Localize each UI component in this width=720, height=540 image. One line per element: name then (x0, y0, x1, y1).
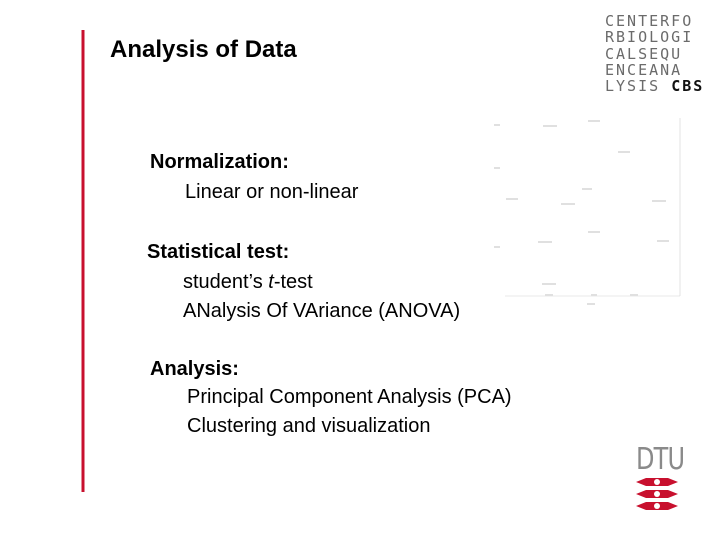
text-run: -test (273, 271, 313, 293)
section-heading: Analysis: (150, 358, 239, 380)
logo-line: CALSEQU (605, 44, 683, 63)
bullet-text: ANalysis Of VAriance (ANOVA) (183, 300, 460, 323)
logo-line: LYSIS CBS (605, 78, 704, 94)
logo-line: RBIOLOGI (605, 28, 694, 47)
slide-title: Analysis of Data (110, 36, 297, 63)
section-heading: Normalization: (150, 151, 289, 173)
bullet-text: Principal Component Analysis (PCA) (187, 386, 512, 409)
dtu-mark (636, 478, 678, 510)
text-run: t (268, 271, 274, 293)
text-run: Linear or non-linear (185, 181, 359, 203)
logo-line: ENCEANA (605, 60, 683, 79)
background-plot (494, 118, 681, 305)
text-run: Principal Component Analysis (PCA) (187, 386, 512, 408)
dtu-logo-text: DTU (636, 442, 685, 477)
logo-word: LYSIS (605, 77, 661, 96)
logo-cbs: CBS (671, 77, 705, 96)
logo-line: CENTERFO (605, 12, 694, 30)
text-run: student’s (183, 271, 269, 293)
text-run: Clustering and visualization (187, 415, 431, 437)
bullet-text: Clustering and visualization (187, 415, 430, 438)
bullet-text: Linear or non-linear (185, 181, 358, 204)
section-heading: Statistical test: (147, 241, 290, 263)
text-run: ANalysis Of VAriance (ANOVA) (183, 300, 461, 322)
bullet-text: student’s t-test (183, 271, 313, 294)
